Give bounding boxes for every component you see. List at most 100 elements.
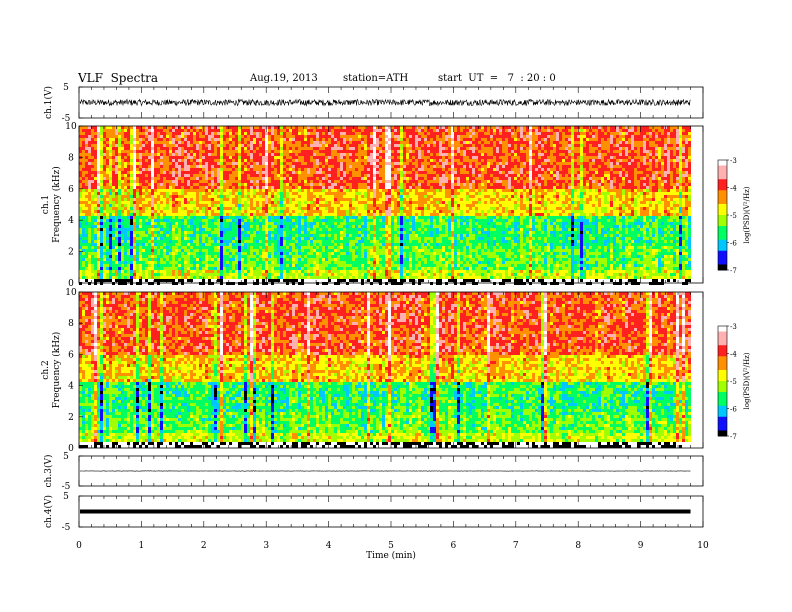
spectrogram-cell	[145, 129, 148, 132]
spectrogram-cell	[103, 273, 106, 276]
spectrogram-cell	[340, 234, 343, 237]
spectrogram-cell	[352, 156, 355, 159]
spectrogram-cell	[292, 189, 295, 192]
spectrogram-cell	[157, 225, 160, 228]
spectrogram-cell	[223, 198, 226, 201]
spectrogram-cell	[166, 132, 169, 135]
spectrogram-cell	[250, 195, 253, 198]
spectrogram-cell	[343, 132, 346, 135]
spectrogram-cell	[295, 276, 298, 279]
spectrogram-cell	[331, 126, 334, 129]
spectrogram-cell	[292, 213, 295, 216]
spectrogram-cell	[142, 162, 145, 165]
spectrogram-cell	[130, 240, 133, 243]
spectrogram-cell	[226, 273, 229, 276]
spectrogram-cell	[130, 249, 133, 252]
spectrogram-cell	[172, 210, 175, 213]
spectrogram-cell	[154, 204, 157, 207]
spectrogram-cell	[271, 207, 274, 210]
spectrogram-cell	[229, 180, 232, 183]
spectrogram-cell	[82, 153, 85, 156]
spectrogram-cell	[349, 225, 352, 228]
spectrogram-cell	[331, 168, 334, 171]
spectrogram-cell	[163, 183, 166, 186]
spectrogram-cell	[151, 195, 154, 198]
spectrogram-cell	[313, 246, 316, 249]
spectrogram-cell	[298, 198, 301, 201]
spectrogram-cell	[190, 249, 193, 252]
spectrogram-cell	[85, 201, 88, 204]
spectrogram-cell	[145, 225, 148, 228]
spectrogram-cell	[223, 183, 226, 186]
spectrogram-cell	[115, 174, 118, 177]
spectrogram-cell	[106, 198, 109, 201]
spectrogram-cell	[262, 135, 265, 138]
spectrogram-cell	[97, 222, 100, 225]
spectrogram-cell	[307, 276, 310, 279]
spectrogram-cell	[247, 138, 250, 141]
spectrogram-cell	[349, 171, 352, 174]
spectrogram-cell	[235, 258, 238, 261]
spectrogram-cell	[292, 159, 295, 162]
spectrogram-cell	[103, 252, 106, 255]
spectrogram-cell	[334, 192, 337, 195]
spectrogram-cell	[214, 243, 217, 246]
spectrogram-cell	[286, 126, 289, 129]
spectrogram-cell	[241, 228, 244, 231]
spectrogram-cell	[214, 156, 217, 159]
spectrogram-cell	[232, 165, 235, 168]
spectrogram-cell	[109, 234, 112, 237]
spectrogram-cell	[148, 192, 151, 195]
spectrogram-cell	[349, 282, 352, 285]
spectrogram-cell	[301, 150, 304, 153]
spectrogram-cell	[211, 156, 214, 159]
spectrogram-cell	[307, 201, 310, 204]
spectrogram-cell	[85, 135, 88, 138]
spectrogram-cell	[166, 174, 169, 177]
spectrogram-cell	[136, 228, 139, 231]
spectrogram-cell	[145, 207, 148, 210]
spectrogram-cell	[199, 270, 202, 273]
spectrogram-cell	[112, 177, 115, 180]
spectrogram-cell	[340, 171, 343, 174]
spectrogram-cell	[109, 153, 112, 156]
spectrogram-cell	[130, 267, 133, 270]
spectrogram-cell	[262, 186, 265, 189]
spectrogram-cell	[241, 132, 244, 135]
spectrogram-cell	[316, 264, 319, 267]
spectrogram-cell	[262, 216, 265, 219]
spectrogram-cell	[346, 264, 349, 267]
spectrogram-cell	[265, 231, 268, 234]
spectrogram-cell	[145, 183, 148, 186]
spectrogram-cell	[187, 168, 190, 171]
spectrogram-cell	[178, 219, 181, 222]
spectrogram-cell	[112, 153, 115, 156]
spectrogram-cell	[241, 273, 244, 276]
spectrogram-cell	[313, 219, 316, 222]
spectrogram-cell	[334, 171, 337, 174]
spectrogram-cell	[169, 249, 172, 252]
spectrogram-cell	[112, 228, 115, 231]
spectrogram-cell	[142, 201, 145, 204]
spectrogram-cell	[208, 273, 211, 276]
spectrogram-cell	[217, 216, 220, 219]
spectrogram-cell	[154, 264, 157, 267]
spectrogram-cell	[193, 171, 196, 174]
spectrogram-cell	[262, 228, 265, 231]
spectrogram-cell	[250, 201, 253, 204]
spectrogram-cell	[148, 240, 151, 243]
spectrogram-cell	[220, 177, 223, 180]
spectrogram-cell	[229, 207, 232, 210]
spectrogram-cell	[232, 132, 235, 135]
spectrogram-cell	[103, 147, 106, 150]
spectrogram-cell	[298, 252, 301, 255]
spectrogram-cell	[352, 252, 355, 255]
spectrogram-cell	[97, 279, 100, 282]
spectrogram-cell	[112, 156, 115, 159]
spectrogram-cell	[118, 258, 121, 261]
spectrogram-cell	[124, 219, 127, 222]
spectrogram-cell	[280, 192, 283, 195]
spectrogram-cell	[82, 249, 85, 252]
spectrogram-cell	[106, 207, 109, 210]
spectrogram-cell	[172, 138, 175, 141]
